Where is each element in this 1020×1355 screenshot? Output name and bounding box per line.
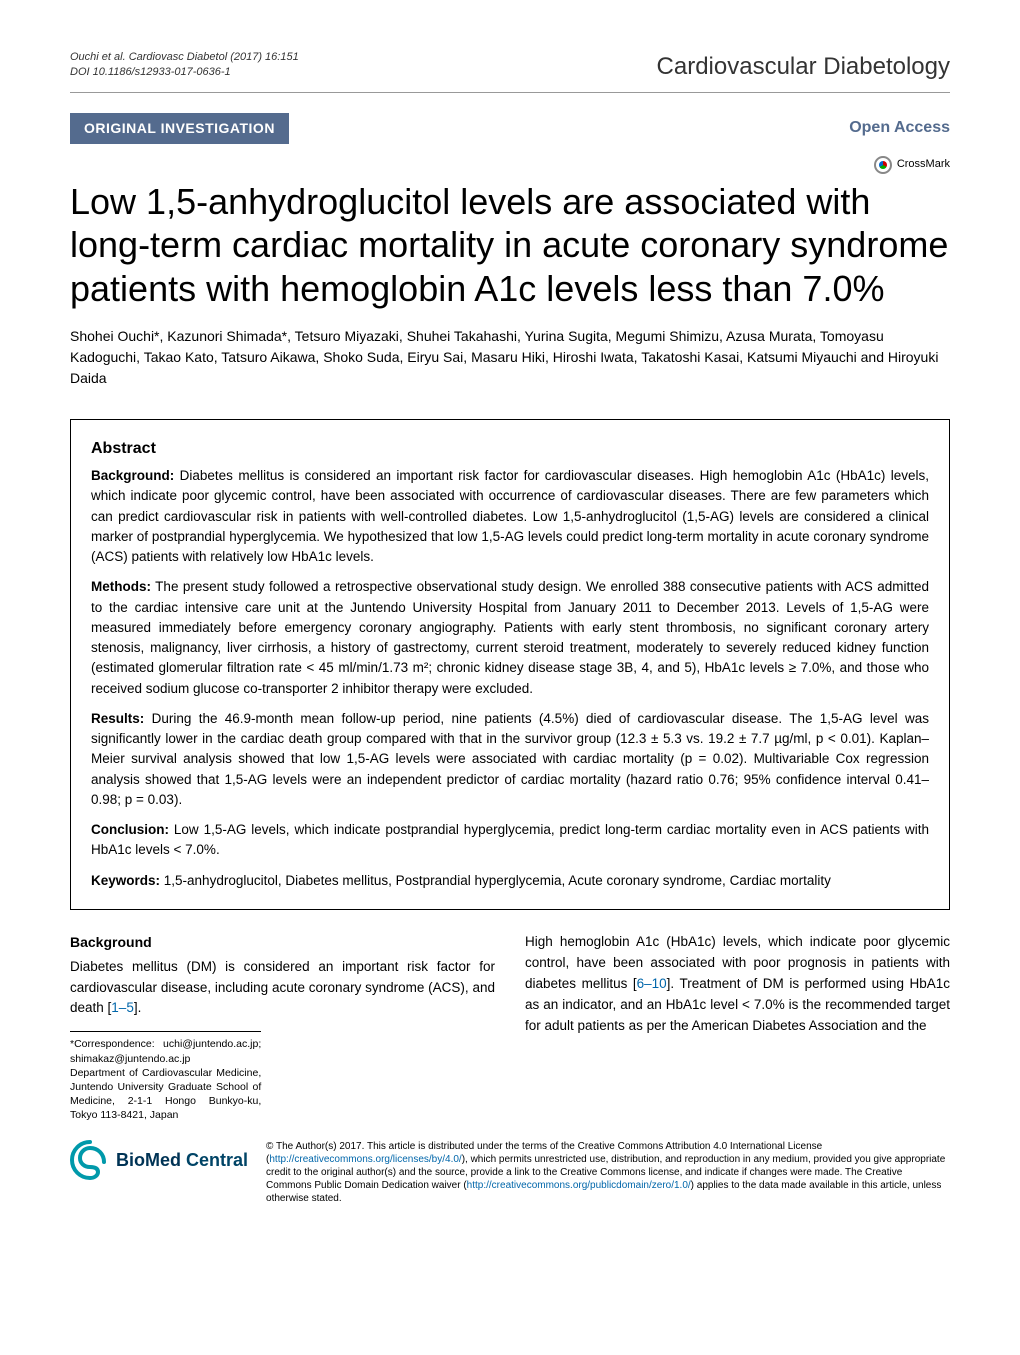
journal-name: Cardiovascular Diabetology [657, 50, 950, 84]
open-access-label: Open Access [849, 117, 950, 139]
crossmark[interactable]: CrossMark [70, 156, 950, 174]
bmc-bio: BioMed [116, 1150, 181, 1170]
crossmark-text: CrossMark [897, 157, 950, 172]
author-list: Shohei Ouchi*, Kazunori Shimada*, Tetsur… [70, 326, 950, 389]
left-text-2: ]. [134, 1000, 142, 1015]
conclusion-text: Low 1,5-AG levels, which indicate postpr… [91, 822, 929, 857]
abstract-methods: Methods: The present study followed a re… [91, 577, 929, 699]
abstract-box: Abstract Background: Diabetes mellitus i… [70, 419, 950, 910]
left-paragraph: Diabetes mellitus (DM) is considered an … [70, 957, 495, 1020]
background-text: Diabetes mellitus is considered an impor… [91, 468, 929, 564]
crossmark-icon [874, 156, 892, 174]
abstract-conclusion: Conclusion: Low 1,5-AG levels, which ind… [91, 820, 929, 861]
biomed-central-logo: BioMed Central [70, 1140, 248, 1180]
right-column: High hemoglobin A1c (HbA1c) levels, whic… [525, 932, 950, 1122]
ref-link-6-10[interactable]: 6–10 [637, 976, 667, 991]
citation-text: Ouchi et al. Cardiovasc Diabetol (2017) … [70, 51, 299, 63]
left-column: Background Diabetes mellitus (DM) is con… [70, 932, 495, 1122]
license-link-2[interactable]: http://creativecommons.org/publicdomain/… [467, 1180, 691, 1191]
keywords: Keywords: 1,5-anhydroglucitol, Diabetes … [91, 871, 929, 891]
bmc-text: BioMed Central [116, 1148, 248, 1173]
license-text: © The Author(s) 2017. This article is di… [266, 1140, 950, 1205]
category-badge: ORIGINAL INVESTIGATION [70, 113, 289, 145]
methods-label: Methods: [91, 579, 151, 594]
article-title: Low 1,5-anhydroglucitol levels are assoc… [70, 180, 950, 310]
results-label: Results: [91, 711, 144, 726]
license-link-1[interactable]: http://creativecommons.org/licenses/by/4… [269, 1154, 461, 1165]
background-heading: Background [70, 932, 495, 954]
page-footer: BioMed Central © The Author(s) 2017. Thi… [70, 1140, 950, 1205]
background-label: Background: [91, 468, 174, 483]
right-paragraph: High hemoglobin A1c (HbA1c) levels, whic… [525, 932, 950, 1037]
abstract-background: Background: Diabetes mellitus is conside… [91, 466, 929, 567]
ref-link-1-5[interactable]: 1–5 [111, 1000, 134, 1015]
methods-text: The present study followed a retrospecti… [91, 579, 929, 695]
page: Ouchi et al. Cardiovasc Diabetol (2017) … [0, 0, 1020, 1235]
running-header: Ouchi et al. Cardiovasc Diabetol (2017) … [70, 50, 950, 93]
correspondence-emails: *Correspondence: uchi@juntendo.ac.jp; sh… [70, 1037, 261, 1065]
abstract-heading: Abstract [91, 438, 929, 460]
doi-text: DOI 10.1186/s12933-017-0636-1 [70, 66, 231, 78]
body-columns: Background Diabetes mellitus (DM) is con… [70, 932, 950, 1122]
correspondence-address: Department of Cardiovascular Medicine, J… [70, 1066, 261, 1123]
keywords-text: 1,5-anhydroglucitol, Diabetes mellitus, … [160, 873, 831, 888]
results-text: During the 46.9-month mean follow-up per… [91, 711, 929, 807]
bmc-swirl-icon [70, 1140, 110, 1180]
bmc-central: Central [181, 1150, 248, 1170]
keywords-label: Keywords: [91, 873, 160, 888]
category-row: ORIGINAL INVESTIGATION Open Access [70, 113, 950, 145]
header-citation: Ouchi et al. Cardiovasc Diabetol (2017) … [70, 50, 299, 81]
abstract-results: Results: During the 46.9-month mean foll… [91, 709, 929, 810]
correspondence-block: *Correspondence: uchi@juntendo.ac.jp; sh… [70, 1031, 261, 1122]
conclusion-label: Conclusion: [91, 822, 169, 837]
